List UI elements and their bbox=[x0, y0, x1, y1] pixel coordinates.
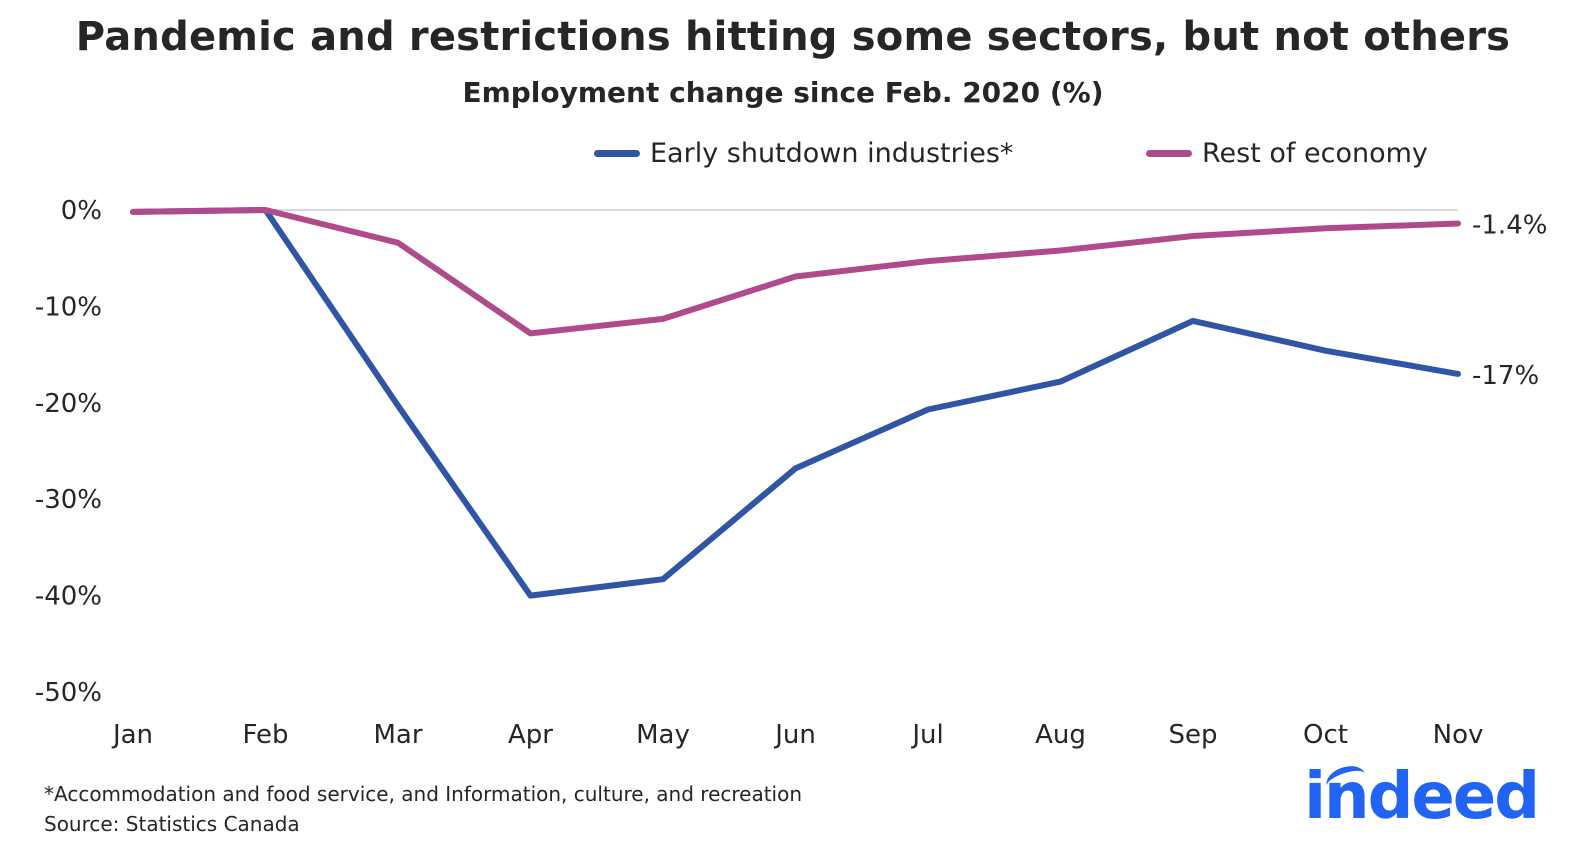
series-line-rest-of-economy bbox=[130, 207, 1461, 337]
series-line-early-shutdown bbox=[130, 207, 1461, 599]
y-tick-label: -20% bbox=[35, 389, 102, 419]
x-tick-label: Jan bbox=[111, 720, 153, 750]
x-tick-label: May bbox=[636, 720, 690, 750]
x-tick-label: Jun bbox=[773, 720, 816, 750]
y-tick-label: -10% bbox=[35, 292, 102, 322]
chart-subtitle: Employment change since Feb. 2020 (%) bbox=[462, 76, 1104, 109]
footnote: *Accommodation and food service, and Inf… bbox=[44, 782, 803, 806]
x-tick-label: Mar bbox=[373, 720, 422, 750]
legend-item-rest-of-economy: Rest of economy bbox=[1146, 136, 1428, 170]
x-tick-label: Sep bbox=[1168, 720, 1217, 750]
source-note: Source: Statistics Canada bbox=[44, 812, 300, 836]
legend-item-early-shutdown: Early shutdown industries* bbox=[594, 136, 1013, 170]
x-tick-label: Oct bbox=[1303, 720, 1348, 750]
legend-label-early-shutdown: Early shutdown industries* bbox=[650, 137, 1014, 169]
y-tick-label: -50% bbox=[35, 678, 102, 708]
legend-swatch-early-shutdown bbox=[594, 149, 640, 157]
end-value-label: -17% bbox=[1472, 361, 1539, 391]
y-tick-label: -40% bbox=[35, 582, 102, 612]
y-tick-label: 0% bbox=[61, 196, 102, 226]
x-tick-label: Nov bbox=[1433, 720, 1484, 750]
indeed-logo: indeed bbox=[1304, 760, 1540, 834]
x-tick-label: Feb bbox=[242, 720, 288, 750]
x-tick-label: Apr bbox=[508, 720, 553, 750]
chart-title: Pandemic and restrictions hitting some s… bbox=[75, 14, 1511, 60]
end-value-label: -1.4% bbox=[1472, 210, 1547, 240]
x-tick-label: Jul bbox=[910, 720, 943, 750]
legend-label-rest-of-economy: Rest of economy bbox=[1202, 137, 1428, 169]
legend-swatch-rest-of-economy bbox=[1146, 149, 1192, 157]
x-tick-label: Aug bbox=[1035, 720, 1086, 750]
y-tick-label: -30% bbox=[35, 485, 102, 515]
